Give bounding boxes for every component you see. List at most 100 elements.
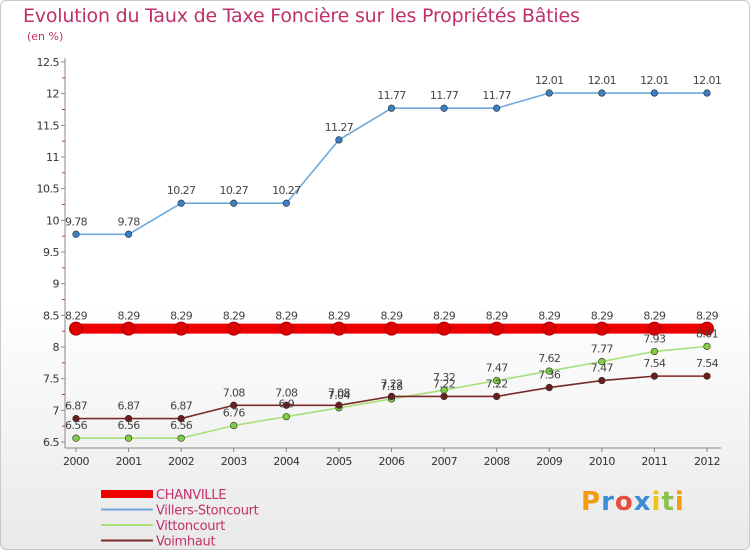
data-label: 10.27 [167,184,196,197]
data-label: 11.77 [482,89,511,102]
data-label: 6.9 [278,398,294,411]
data-point [598,89,606,97]
data-label: 8.29 [328,310,351,323]
data-point [650,347,659,356]
data-label: 8.29 [696,310,719,323]
data-label: 8.29 [275,310,298,323]
data-point [493,376,501,385]
data-label: 6.56 [118,419,141,432]
data-point [437,321,452,336]
x-tick-label: 2005 [326,455,352,468]
data-label: 7.22 [380,377,402,390]
data-label: 7.08 [328,386,351,399]
data-point [230,199,238,207]
data-label: 7.93 [643,332,666,345]
data-point [650,89,659,97]
data-point [279,321,294,336]
data-point [124,230,133,238]
x-tick-label: 2010 [589,455,615,468]
x-tick-label: 2000 [63,455,89,468]
data-label: 6.76 [223,407,246,420]
legend-label: Villers-Stoncourt [156,504,259,519]
data-point [387,392,396,401]
x-tick-label: 2012 [694,455,720,468]
data-label: 7.47 [486,362,509,375]
data-point [700,321,714,336]
data-point [545,367,553,375]
data-label: 7.08 [223,386,246,399]
data-label: 8.29 [591,310,614,323]
series-line-villers-stoncourt [76,92,707,236]
data-point [69,321,83,336]
data-point [542,321,557,336]
data-point [650,372,659,380]
legend-label: Voimhaut [156,535,215,550]
data-label: 7.47 [591,362,614,375]
x-tick-label: 2009 [536,455,562,468]
y-tick-label: 12 [46,88,59,101]
y-tick-label: 11 [46,151,59,164]
data-label: 7.32 [433,371,455,384]
y-tick-label: 10.5 [37,183,60,196]
legend-label: Vittoncourt [156,519,225,534]
data-label: 11.77 [430,89,459,102]
y-tick-label: 6.5 [43,436,59,449]
data-label: 6.87 [65,400,88,413]
data-label: 6.87 [170,400,193,413]
data-point [703,372,711,380]
data-label: 9.78 [118,215,141,228]
data-label: 6.56 [170,419,193,432]
data-label: 8.29 [538,310,561,323]
data-point [230,421,238,430]
data-label: 7.04 [328,389,351,402]
data-label: 8.29 [170,310,193,323]
data-label: 7.18 [380,380,403,393]
data-point [226,321,241,336]
data-point [124,434,133,442]
data-label: 8.29 [118,310,141,323]
y-tick-label: 8.5 [43,309,59,322]
data-point [331,321,346,336]
data-point [124,414,133,423]
data-point [177,199,185,207]
data-label: 10.27 [272,184,301,197]
data-point [177,414,185,423]
chart-title: Evolution du Taux de Taxe Foncière sur l… [23,5,580,27]
data-label: 12.01 [693,74,722,87]
data-point [440,392,448,401]
x-tick-label: 2007 [431,455,457,468]
x-tick-label: 2003 [221,455,247,468]
data-point [598,376,606,385]
data-point [121,321,136,336]
data-label: 7.22 [486,377,508,390]
y-tick-label: 7 [53,404,60,417]
data-label: 10.27 [220,184,249,197]
y-tick-label: 9 [53,278,60,291]
data-label: 11.77 [377,89,406,102]
data-label: 9.78 [65,215,88,228]
data-label: 7.62 [538,352,560,365]
data-point [440,104,448,112]
y-tick-label: 11.5 [37,119,60,132]
x-tick-label: 2006 [379,455,405,468]
x-tick-label: 2004 [273,455,299,468]
data-point [177,434,185,442]
data-point [545,89,553,97]
data-point [335,401,343,409]
data-point [647,321,662,336]
data-point [72,434,80,442]
data-label: 7.36 [538,369,561,382]
data-label: 7.77 [591,343,614,356]
data-point [230,401,238,409]
data-point [598,357,606,366]
data-point [489,321,504,336]
data-label: 8.29 [65,310,88,323]
data-point [594,321,609,336]
data-point [703,342,711,350]
data-label: 12.01 [588,74,617,87]
y-tick-label: 10 [46,214,59,227]
y-tick-label: 12.5 [37,56,60,69]
data-point [72,230,80,238]
data-label: 7.54 [696,357,719,370]
